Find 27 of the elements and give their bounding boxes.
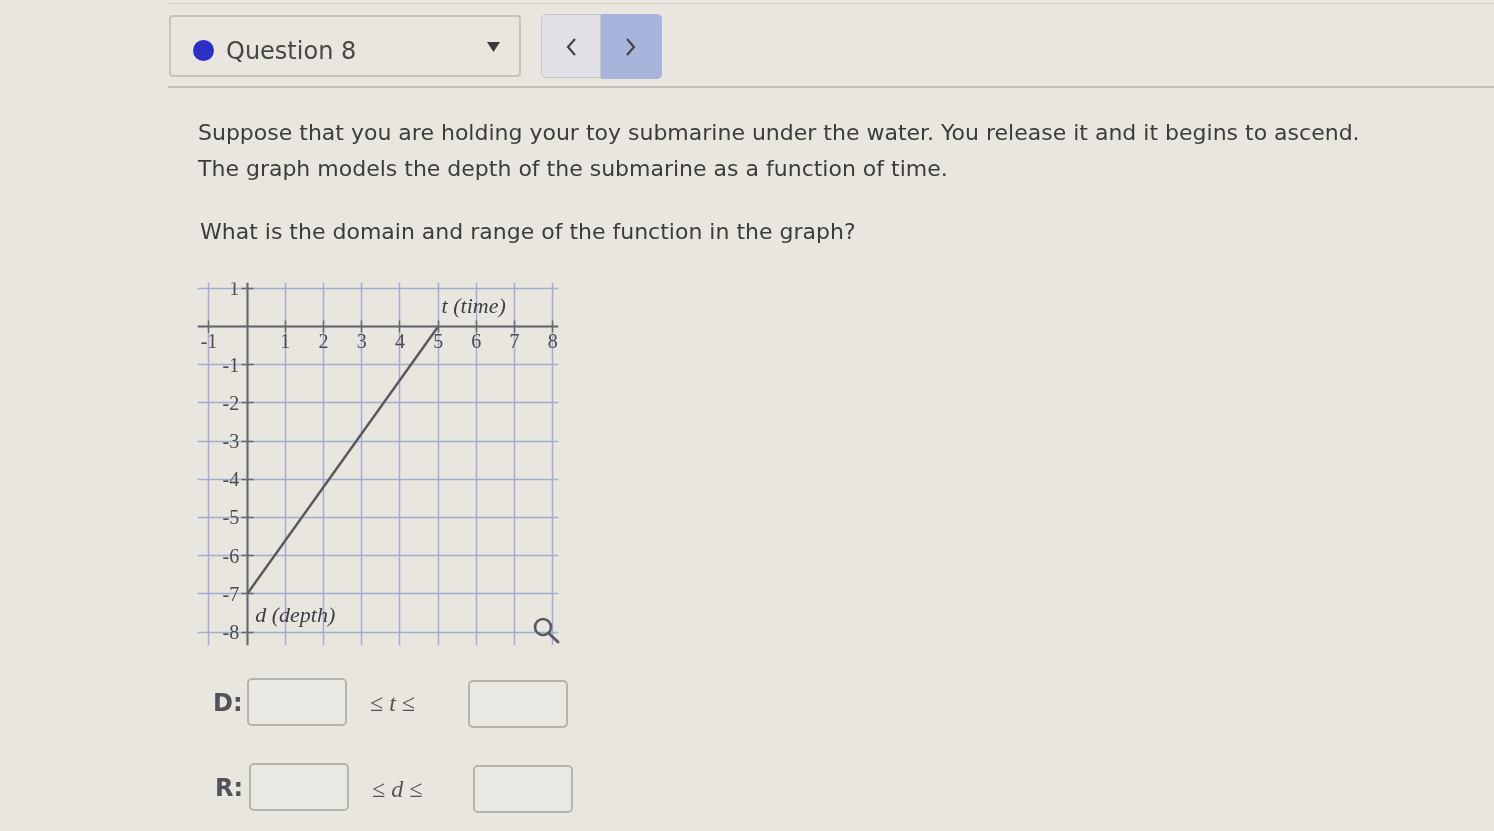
y-axis-title: d (depth) <box>255 602 336 628</box>
x-tick-label: 2 <box>318 330 329 353</box>
text: ≤ t ≤ <box>370 689 416 718</box>
y-tick-label: -1 <box>222 353 240 376</box>
x-tick-label: 4 <box>394 330 405 353</box>
y-tick-label: -7 <box>222 582 240 605</box>
chart-title: Question 8 <box>226 36 357 67</box>
text: Suppose that you are holding your toy submarine under the water. You release it and it begins to ascend. The graph models the depth of the submarine as a function of time. <box>198 119 1360 183</box>
x-tick-label: 1 <box>280 330 291 353</box>
y-tick-label: -4 <box>222 468 240 491</box>
x-tick-label: 6 <box>471 330 482 353</box>
y-tick-label: -3 <box>222 430 240 453</box>
text: ≤ d ≤ <box>372 775 423 804</box>
x-tick-label: 8 <box>547 330 558 353</box>
y-tick-label: 1 <box>229 277 240 300</box>
text: What is the domain and range of the function in the graph? <box>200 218 856 246</box>
y-tick-label: -5 <box>222 506 240 529</box>
x-tick-label: -1 <box>200 330 218 353</box>
x-tick-label: 5 <box>433 330 444 353</box>
text: R: <box>215 773 244 804</box>
text: D: <box>213 688 243 719</box>
x-tick-label: 3 <box>356 330 367 353</box>
y-tick-label: -8 <box>222 621 240 644</box>
x-tick-label: 7 <box>509 330 520 353</box>
y-tick-label: -2 <box>222 391 240 414</box>
x-axis-title: t (time) <box>441 292 506 318</box>
y-tick-label: -6 <box>222 544 240 567</box>
